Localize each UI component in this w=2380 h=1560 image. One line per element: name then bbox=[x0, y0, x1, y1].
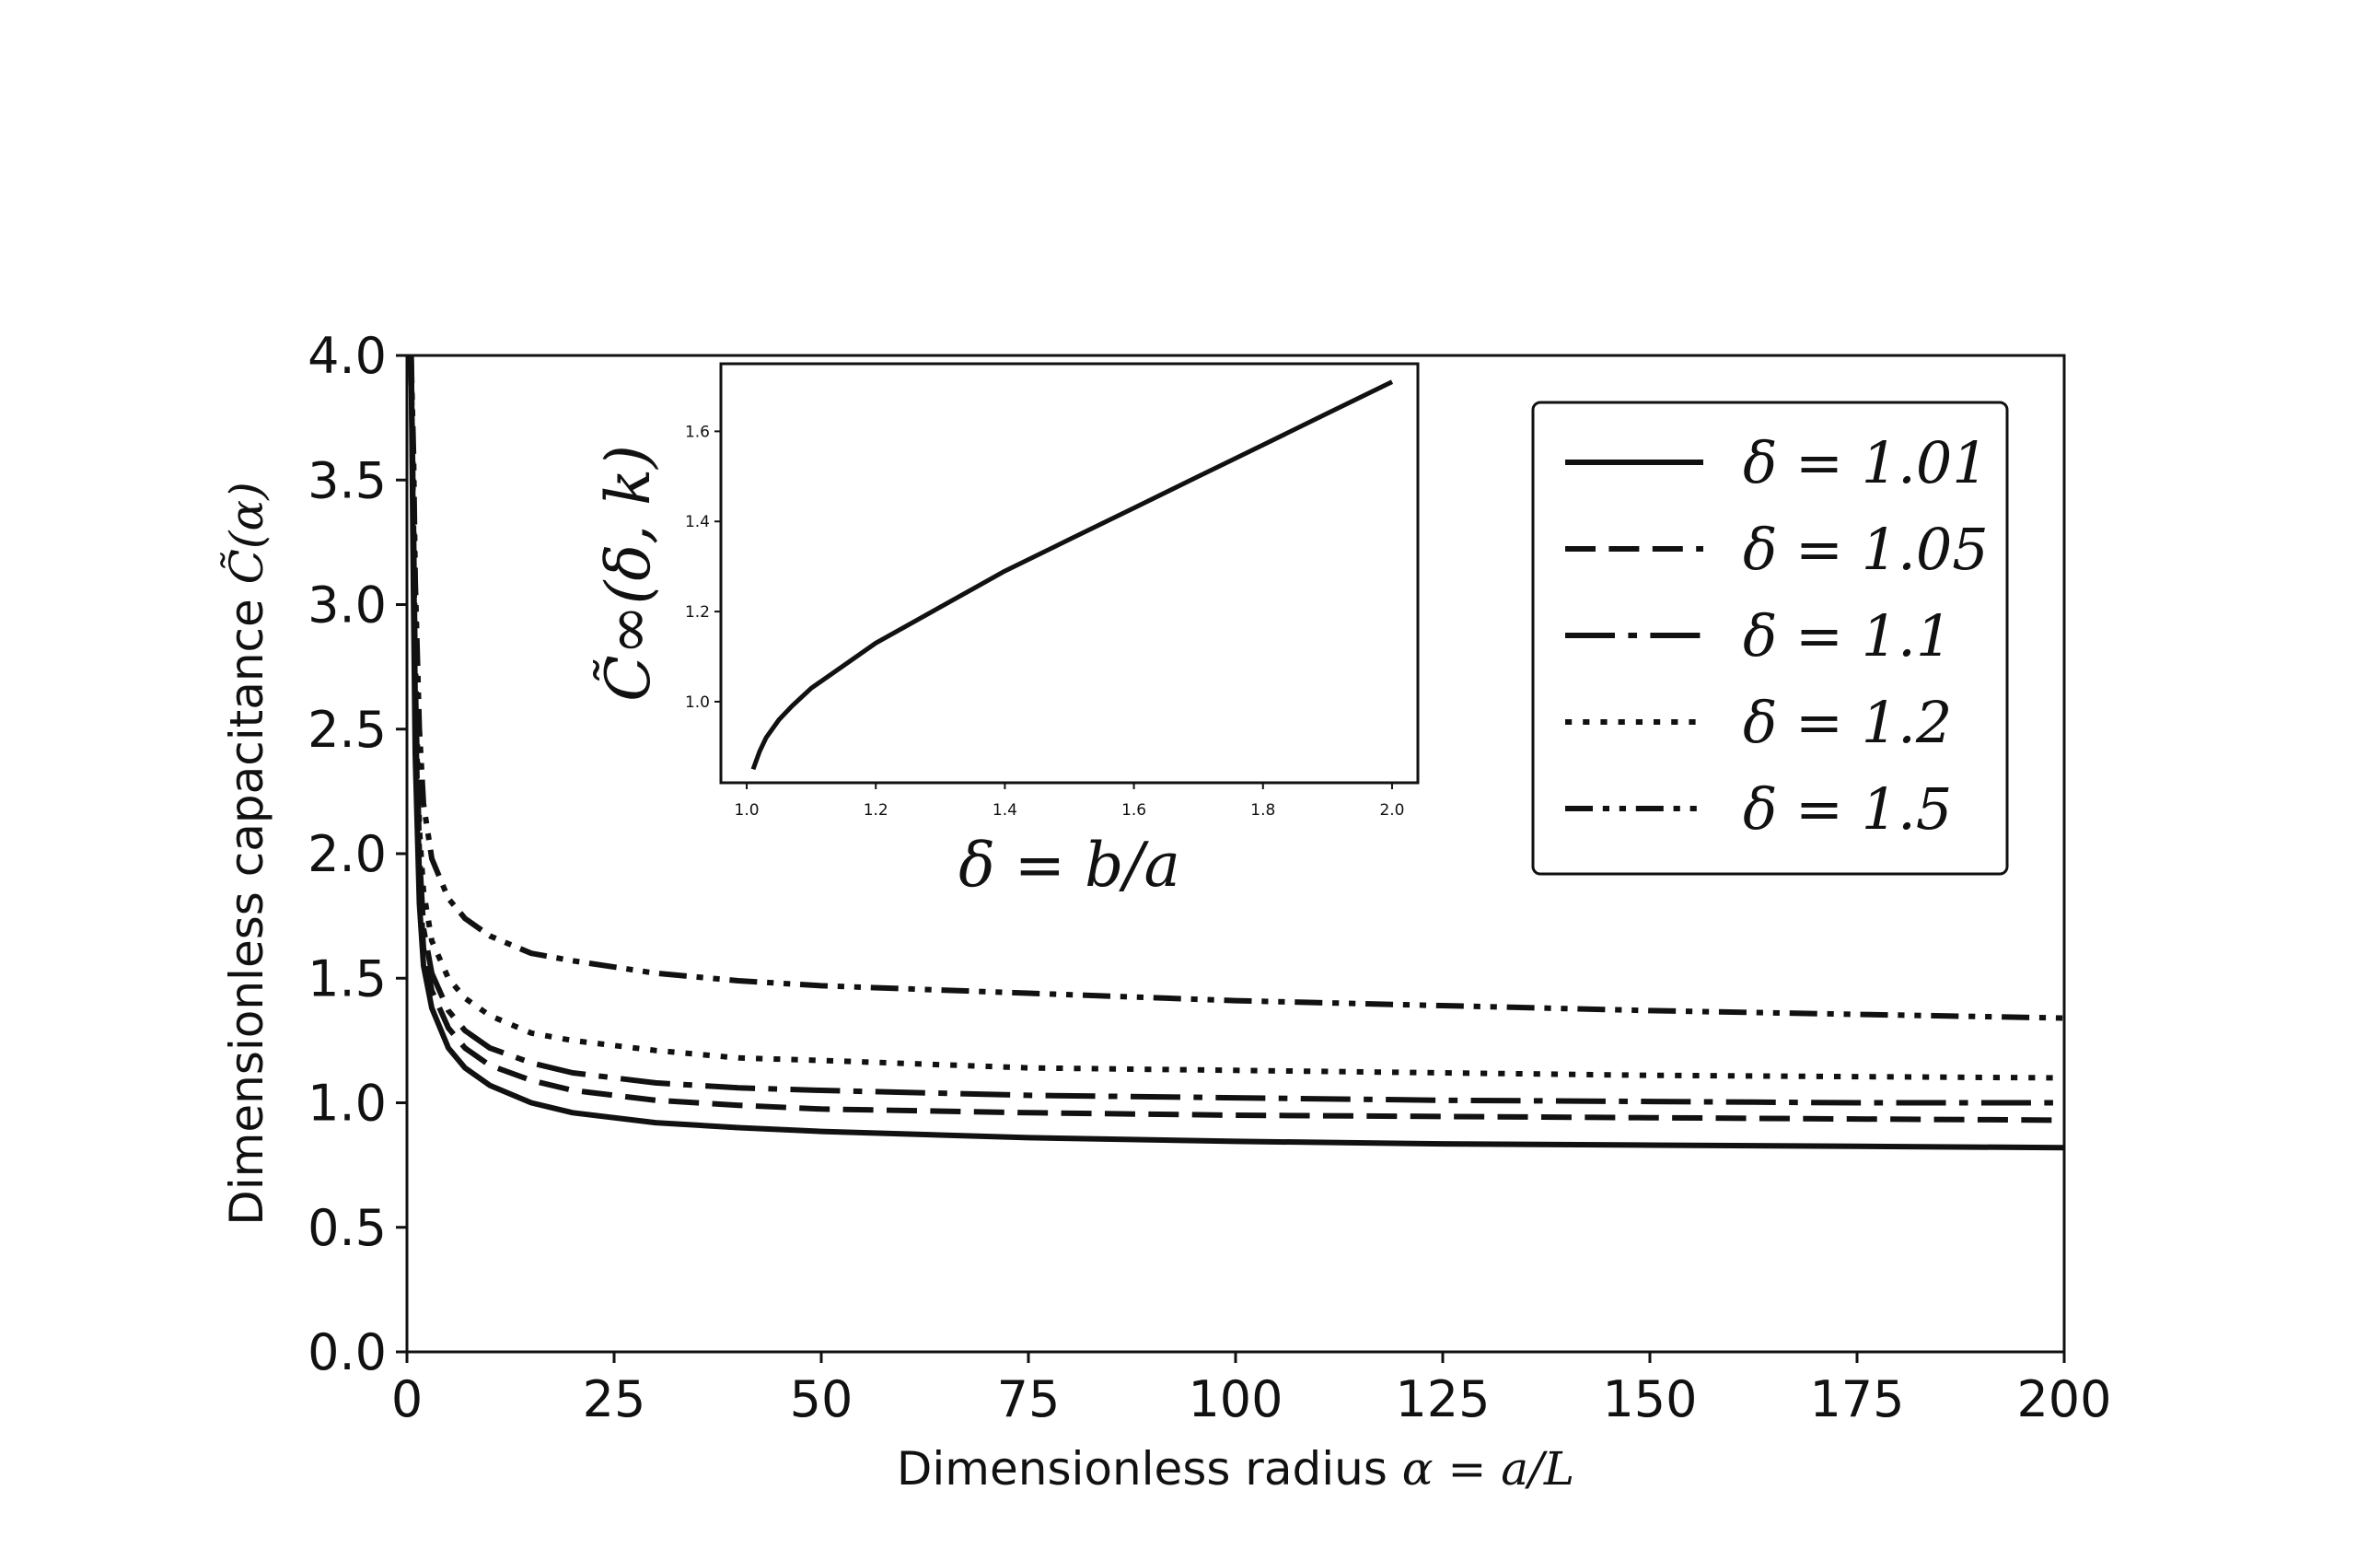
main-x-tick-label: 25 bbox=[583, 1370, 646, 1428]
main-y-tick-label: 1.0 bbox=[308, 1075, 387, 1133]
main-y-axis-label: Dimensionless capacitance C̃(α) bbox=[219, 482, 273, 1225]
inset-series-lines bbox=[750, 379, 1394, 771]
inset-y-axis-label: C̃∞(δ, k) bbox=[593, 445, 664, 702]
main-y-tick-label: 0.0 bbox=[308, 1323, 387, 1381]
main-y-tick-label: 2.0 bbox=[308, 825, 387, 883]
main-y-tick-label: 1.5 bbox=[308, 949, 387, 1007]
main-y-tick-label: 2.5 bbox=[308, 701, 387, 759]
main-series-line-3 bbox=[408, 355, 2064, 1081]
legend-label-4: δ = 1.5 bbox=[1743, 775, 1952, 843]
legend-label-1: δ = 1.05 bbox=[1743, 516, 1989, 583]
main-series-line-2 bbox=[408, 355, 2064, 1106]
inset-y-tick-label: 1.2 bbox=[685, 603, 710, 622]
main-x-tick-label: 150 bbox=[1602, 1370, 1697, 1428]
main-x-tick-label: 200 bbox=[2016, 1370, 2111, 1428]
main-y-ticks: 0.0 0.5 1.0 1.5 2.0 2.5 3.0 3.5 4.0 bbox=[308, 327, 407, 1381]
inset-y-tick-label: 1.4 bbox=[685, 513, 710, 531]
inset-y-ticks: 1.0 1.2 1.4 1.6 bbox=[685, 423, 721, 712]
main-x-tick-label: 0 bbox=[391, 1370, 423, 1428]
legend-label-2: δ = 1.1 bbox=[1743, 602, 1952, 669]
main-x-tick-label: 75 bbox=[997, 1370, 1061, 1428]
main-y-tick-label: 0.5 bbox=[308, 1199, 387, 1257]
inset-background bbox=[721, 364, 1418, 783]
legend-label-0: δ = 1.01 bbox=[1743, 429, 1989, 496]
main-x-tick-label: 50 bbox=[790, 1370, 853, 1428]
inset-plot-frame bbox=[719, 362, 1420, 785]
main-plot-area: 0 25 50 75 100 125 150 175 200 0.0 0.5 1.0 1.5 2.0 2.… bbox=[219, 327, 2112, 1496]
inset-x-ticks: 1.0 1.2 1.4 1.6 1.8 2.0 bbox=[735, 783, 1404, 820]
main-x-axis-label: Dimensionless radius α = a/L bbox=[897, 1442, 1574, 1496]
inset-x-tick-label: 1.2 bbox=[864, 801, 888, 820]
inset-x-tick-label: 1.8 bbox=[1250, 801, 1275, 820]
inset-x-tick-label: 1.0 bbox=[735, 801, 760, 820]
inset-series-line-0 bbox=[750, 379, 1394, 771]
inset-x-tick-label: 1.6 bbox=[1121, 801, 1146, 820]
inset-plot-area: 1.0 1.2 1.4 1.6 1.8 2.0 1.01.21.41.6 δ = b/a … bbox=[593, 362, 1420, 901]
main-y-tick-label: 4.0 bbox=[308, 327, 387, 385]
legend-box bbox=[1531, 401, 2009, 876]
legend-label-3: δ = 1.2 bbox=[1743, 689, 1952, 756]
main-y-tick-label: 3.5 bbox=[308, 451, 387, 509]
inset-x-tick-label: 1.4 bbox=[993, 801, 1017, 820]
main-x-tick-label: 100 bbox=[1188, 1370, 1283, 1428]
inset-y-tick-label: 1.0 bbox=[685, 693, 710, 712]
inset-x-tick-label: 2.0 bbox=[1379, 801, 1404, 820]
main-x-tick-label: 175 bbox=[1809, 1370, 1904, 1428]
main-series-lines bbox=[408, 355, 2064, 1151]
inset-y-tick-label: 1.6 bbox=[685, 423, 710, 441]
main-x-tick-label: 125 bbox=[1395, 1370, 1490, 1428]
main-series-line-4 bbox=[408, 355, 2064, 1021]
legend: δ = 1.01 δ = 1.05 δ = 1.1 δ = 1.2 δ = 1.5 bbox=[1531, 401, 2009, 876]
main-y-tick-label: 3.0 bbox=[308, 576, 387, 634]
inset-x-axis-label: δ = b/a bbox=[958, 830, 1180, 901]
legend-items: δ = 1.01 δ = 1.05 δ = 1.1 δ = 1.2 δ = 1.5 bbox=[1565, 429, 1989, 843]
main-x-ticks: 0 25 50 75 100 125 150 175 200 bbox=[391, 1352, 2112, 1428]
